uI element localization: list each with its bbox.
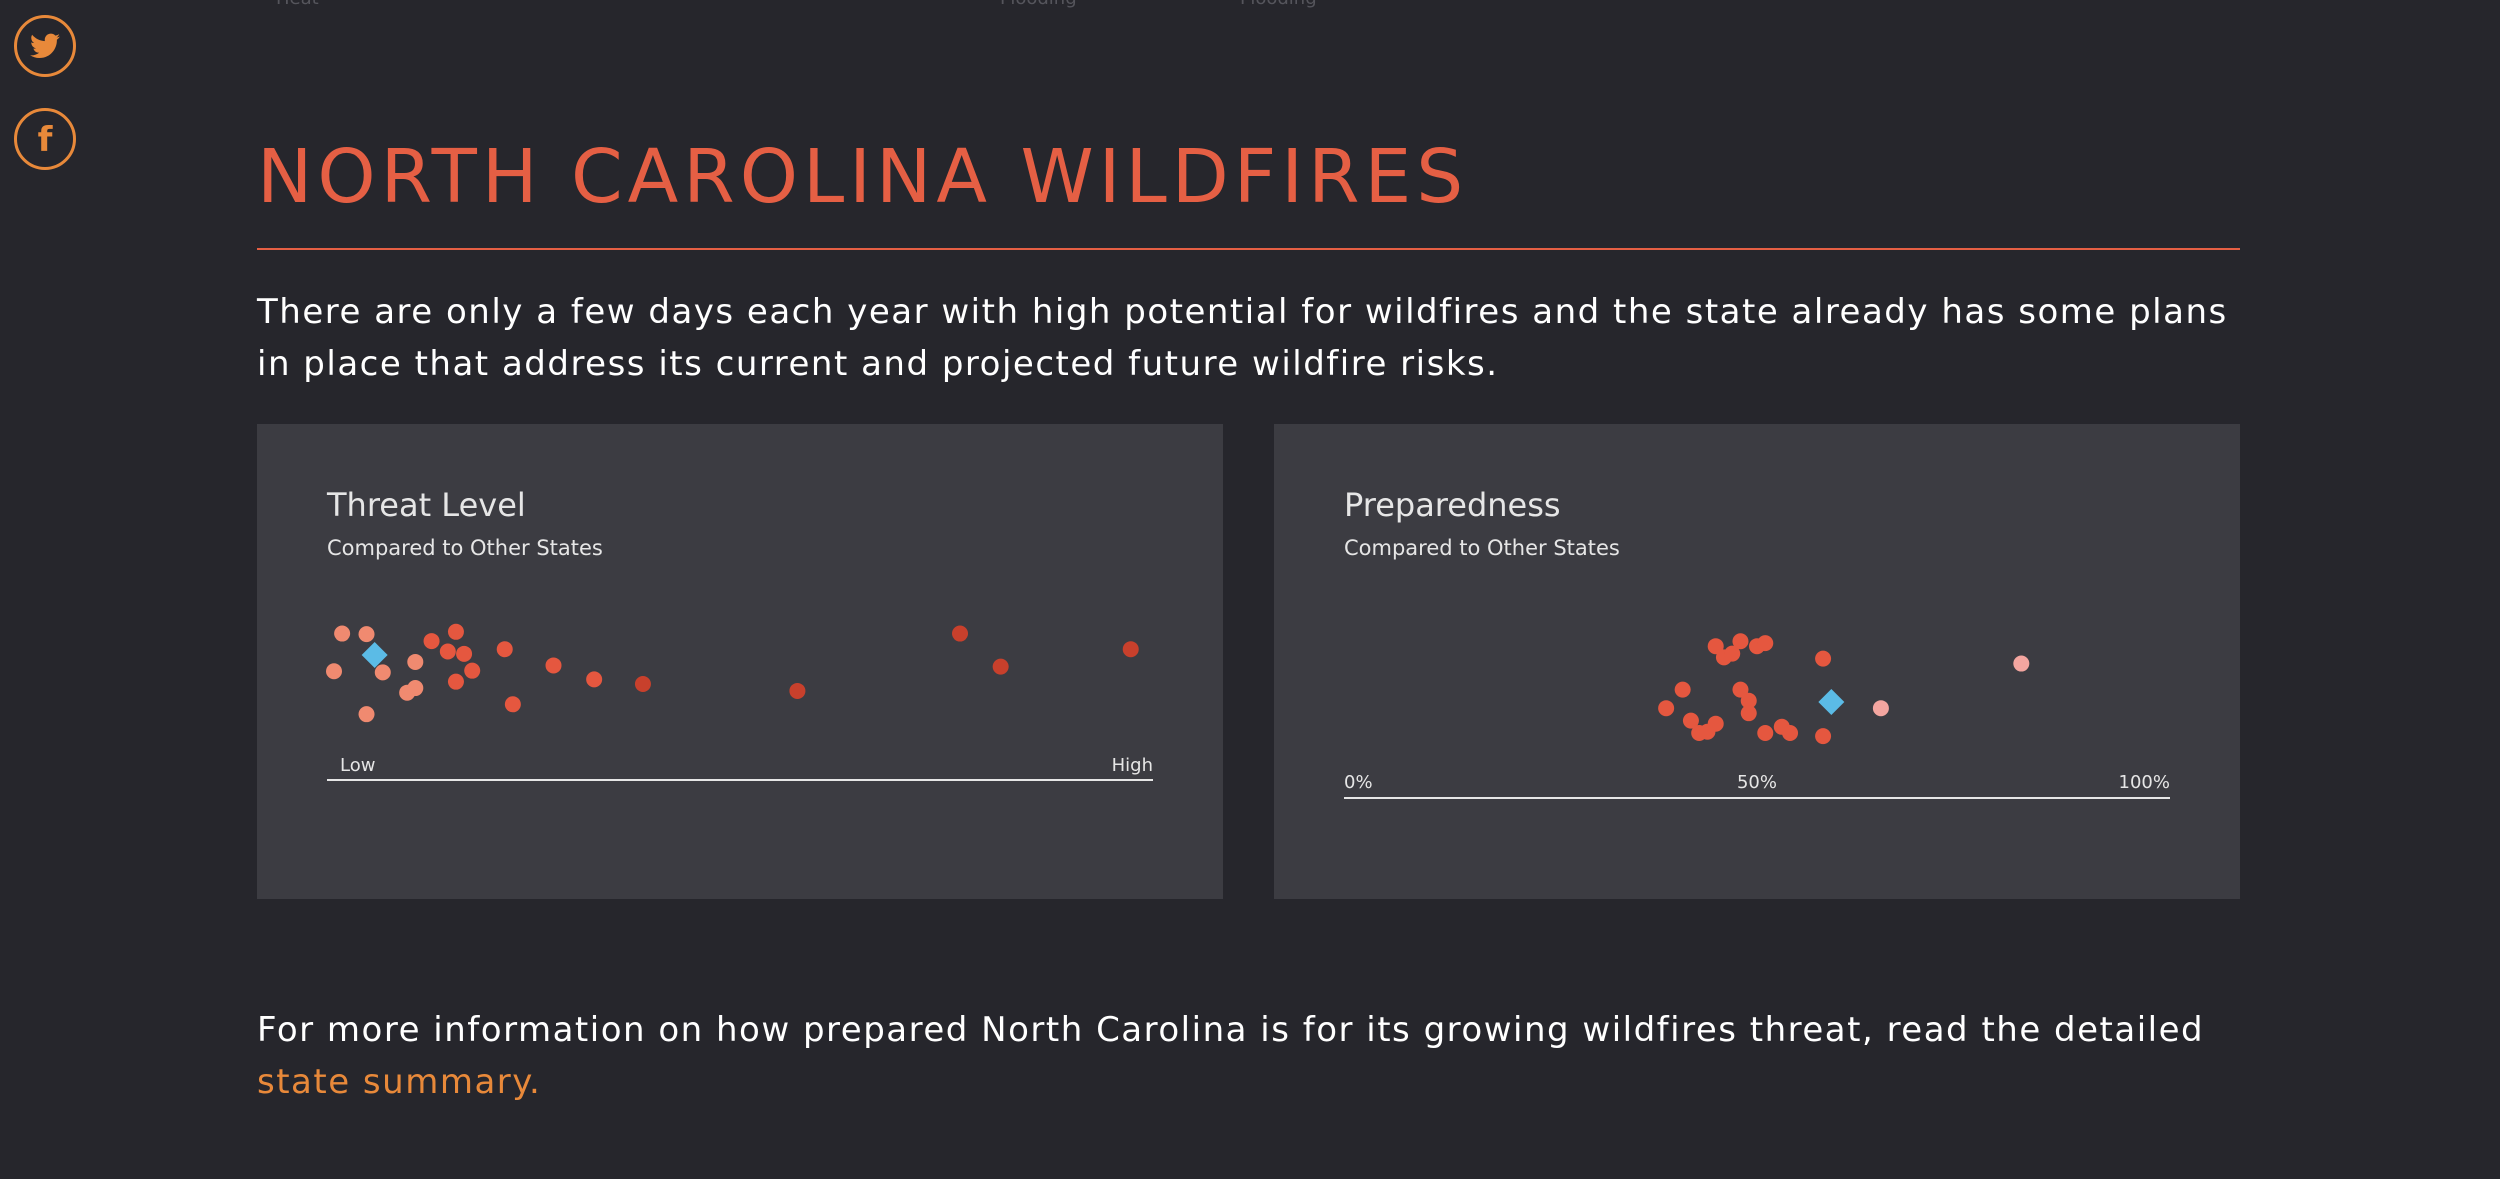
facebook-share-button[interactable]: f: [14, 108, 76, 170]
state-point: [1872, 700, 1889, 717]
state-point: [407, 680, 424, 697]
state-point: [358, 626, 375, 643]
state-point: [1658, 700, 1675, 717]
threat-level-chart: Low High: [326, 623, 1153, 781]
state-point: [1732, 633, 1749, 650]
axis-label-low: Low: [340, 755, 375, 776]
state-summary-link[interactable]: state summary.: [257, 1062, 542, 1102]
state-point: [634, 676, 651, 692]
footer-text: For more information on how prepared Nor…: [257, 1004, 2257, 1108]
state-point: [1674, 681, 1691, 698]
state-point: [1815, 650, 1832, 667]
state-point: [1757, 635, 1774, 652]
chart-subtitle: Compared to Other States: [1344, 536, 1620, 560]
north-carolina-marker: [361, 642, 388, 668]
state-point: [545, 657, 562, 674]
state-point: [1740, 705, 1757, 722]
section-intro: There are only a few days each year with…: [257, 292, 2228, 384]
state-point: [1724, 645, 1741, 662]
state-point: [407, 653, 424, 670]
prev-section-label: Heat: [276, 0, 319, 9]
north-carolina-marker: [1818, 689, 1845, 715]
state-point: [374, 664, 391, 681]
state-point: [358, 706, 375, 723]
state-point: [1732, 681, 1749, 698]
state-point: [423, 633, 440, 650]
state-point: [992, 658, 1009, 675]
twitter-icon: [30, 33, 60, 58]
state-point: [504, 696, 521, 713]
state-point: [496, 641, 513, 658]
state-point: [1122, 641, 1139, 658]
state-point: [456, 645, 473, 662]
tick-label-50: 50%: [1737, 772, 1777, 793]
state-point: [447, 623, 464, 640]
state-point: [334, 625, 351, 642]
state-point: [447, 673, 464, 690]
footer-sentence: For more information on how prepared Nor…: [257, 1010, 2205, 1050]
state-point: [464, 662, 481, 679]
chart-title: Threat Level: [327, 486, 526, 524]
state-point: [1707, 638, 1724, 655]
state-point: [1782, 725, 1799, 741]
state-point: [1757, 725, 1774, 741]
state-point: [1707, 715, 1724, 732]
twitter-share-button[interactable]: [14, 15, 76, 77]
section-title: NORTH CAROLINA WILDFIRES: [257, 134, 1469, 220]
chart-subtitle: Compared to Other States: [327, 536, 603, 560]
title-divider: [257, 248, 2240, 250]
axis-label-high: High: [1112, 755, 1153, 776]
state-point: [1815, 728, 1832, 745]
preparedness-chart: 0% 50% 100%: [1344, 633, 2170, 799]
state-point: [1682, 712, 1699, 729]
state-point: [2013, 655, 2030, 672]
facebook-icon: f: [37, 120, 53, 160]
state-point: [326, 663, 342, 680]
prev-section-label: Flooding: [1000, 0, 1077, 9]
state-point: [1740, 692, 1757, 709]
chart-title: Preparedness: [1344, 486, 1561, 524]
threat-level-panel: Threat Level Compared to Other States Lo…: [257, 424, 1223, 899]
state-point: [952, 625, 969, 642]
state-point: [439, 643, 456, 660]
preparedness-panel: Preparedness Compared to Other States 0%…: [1274, 424, 2240, 899]
prev-section-label: Flooding: [1240, 0, 1317, 9]
state-point: [789, 682, 806, 699]
tick-label-100: 100%: [2119, 772, 2170, 793]
tick-label-0: 0%: [1344, 772, 1373, 793]
state-point: [586, 671, 603, 688]
